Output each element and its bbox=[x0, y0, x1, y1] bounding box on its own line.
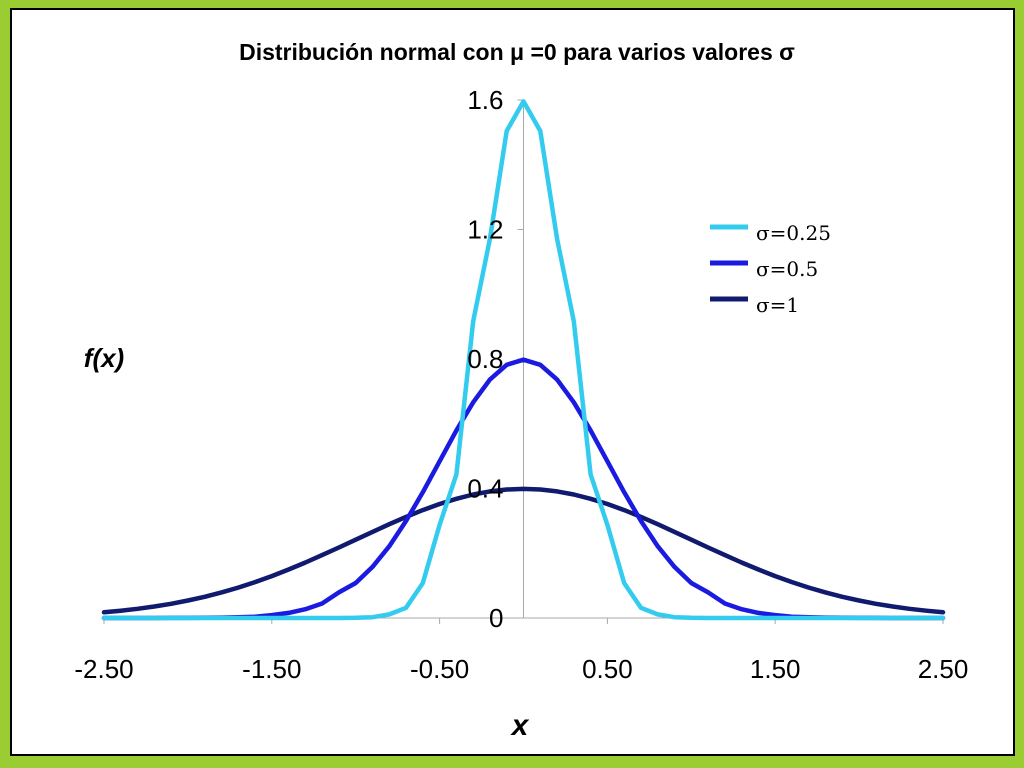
y-axis-label: f(x) bbox=[84, 343, 124, 373]
series-layer bbox=[101, 99, 946, 621]
y-tick-label: 0.4 bbox=[467, 474, 503, 504]
tick-labels: -2.50 -1.50 -0.50 0.50 1.50 2.50 0 0.4 0.8 1.2 1.6 bbox=[74, 85, 968, 684]
x-tick-label: 1.50 bbox=[750, 654, 801, 684]
series-line-s025 bbox=[101, 99, 946, 621]
legend-label: σ=0.5 bbox=[756, 257, 818, 281]
x-tick-label: -1.50 bbox=[242, 654, 301, 684]
chart: Distribución normal con μ =0 para varios… bbox=[74, 39, 968, 742]
x-tick-label: -2.50 bbox=[74, 654, 133, 684]
legend: σ=0.25 σ=0.5 σ=1 bbox=[695, 206, 838, 324]
y-tick-label: 0 bbox=[489, 603, 503, 633]
legend-label: σ=0.25 bbox=[756, 221, 831, 245]
legend-label: σ=1 bbox=[756, 293, 799, 317]
chart-title: Distribución normal con μ =0 para varios… bbox=[239, 39, 795, 65]
x-tick-label: 0.50 bbox=[582, 654, 633, 684]
x-axis-label: x bbox=[510, 709, 530, 742]
slide-frame: Distribución normal con μ =0 para varios… bbox=[10, 8, 1015, 756]
x-tick-label: 2.50 bbox=[918, 654, 969, 684]
y-tick-label: 1.2 bbox=[467, 215, 503, 245]
y-tick-label: 0.8 bbox=[467, 344, 503, 374]
x-tick-label: -0.50 bbox=[410, 654, 469, 684]
y-tick-label: 1.6 bbox=[467, 85, 503, 115]
series-line-s1 bbox=[101, 486, 946, 615]
